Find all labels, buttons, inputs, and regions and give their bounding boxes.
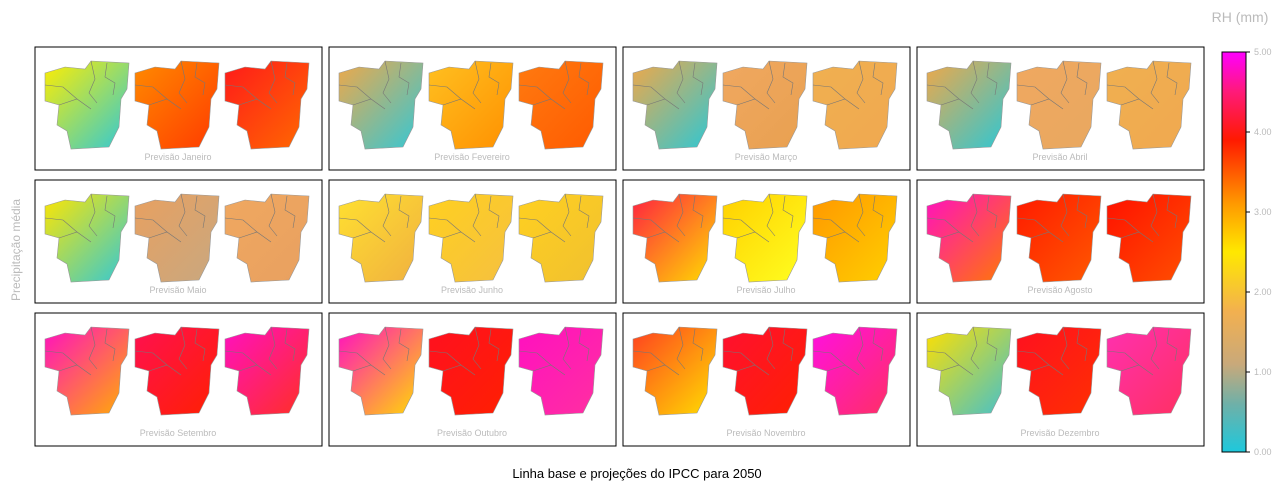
- colorbar-tick-label: 3.00: [1254, 207, 1272, 217]
- colorbar-tick-label: 2.00: [1254, 287, 1272, 297]
- y-label: Precipitação média: [9, 199, 23, 301]
- panel-label: Previsão Março: [735, 152, 798, 162]
- panel-label: Previsão Junho: [441, 285, 503, 295]
- panel-label: Previsão Abril: [1032, 152, 1087, 162]
- caption: Linha base e projeções do IPCC para 2050: [512, 466, 761, 481]
- panel-label: Previsão Fevereiro: [434, 152, 510, 162]
- panel-label: Previsão Maio: [149, 285, 206, 295]
- figure: RH (mm) Precipitação média Linha base e …: [0, 0, 1274, 484]
- panel-label: Previsão Outubro: [437, 428, 507, 438]
- panel-label: Previsão Setembro: [140, 428, 217, 438]
- panel-label: Previsão Dezembro: [1020, 428, 1099, 438]
- panel-label: Previsão Agosto: [1027, 285, 1092, 295]
- panel-label: Previsão Novembro: [726, 428, 805, 438]
- colorbar: [1222, 52, 1246, 452]
- colorbar-tick-label: 0.00: [1254, 447, 1272, 457]
- panel-label: Previsão Julho: [736, 285, 795, 295]
- colorbar-tick-label: 5.00: [1254, 47, 1272, 57]
- colorbar-tick-label: 4.00: [1254, 127, 1272, 137]
- colorbar-title: RH (mm): [1212, 9, 1269, 25]
- colorbar-tick-label: 1.00: [1254, 367, 1272, 377]
- panel-label: Previsão Janeiro: [144, 152, 211, 162]
